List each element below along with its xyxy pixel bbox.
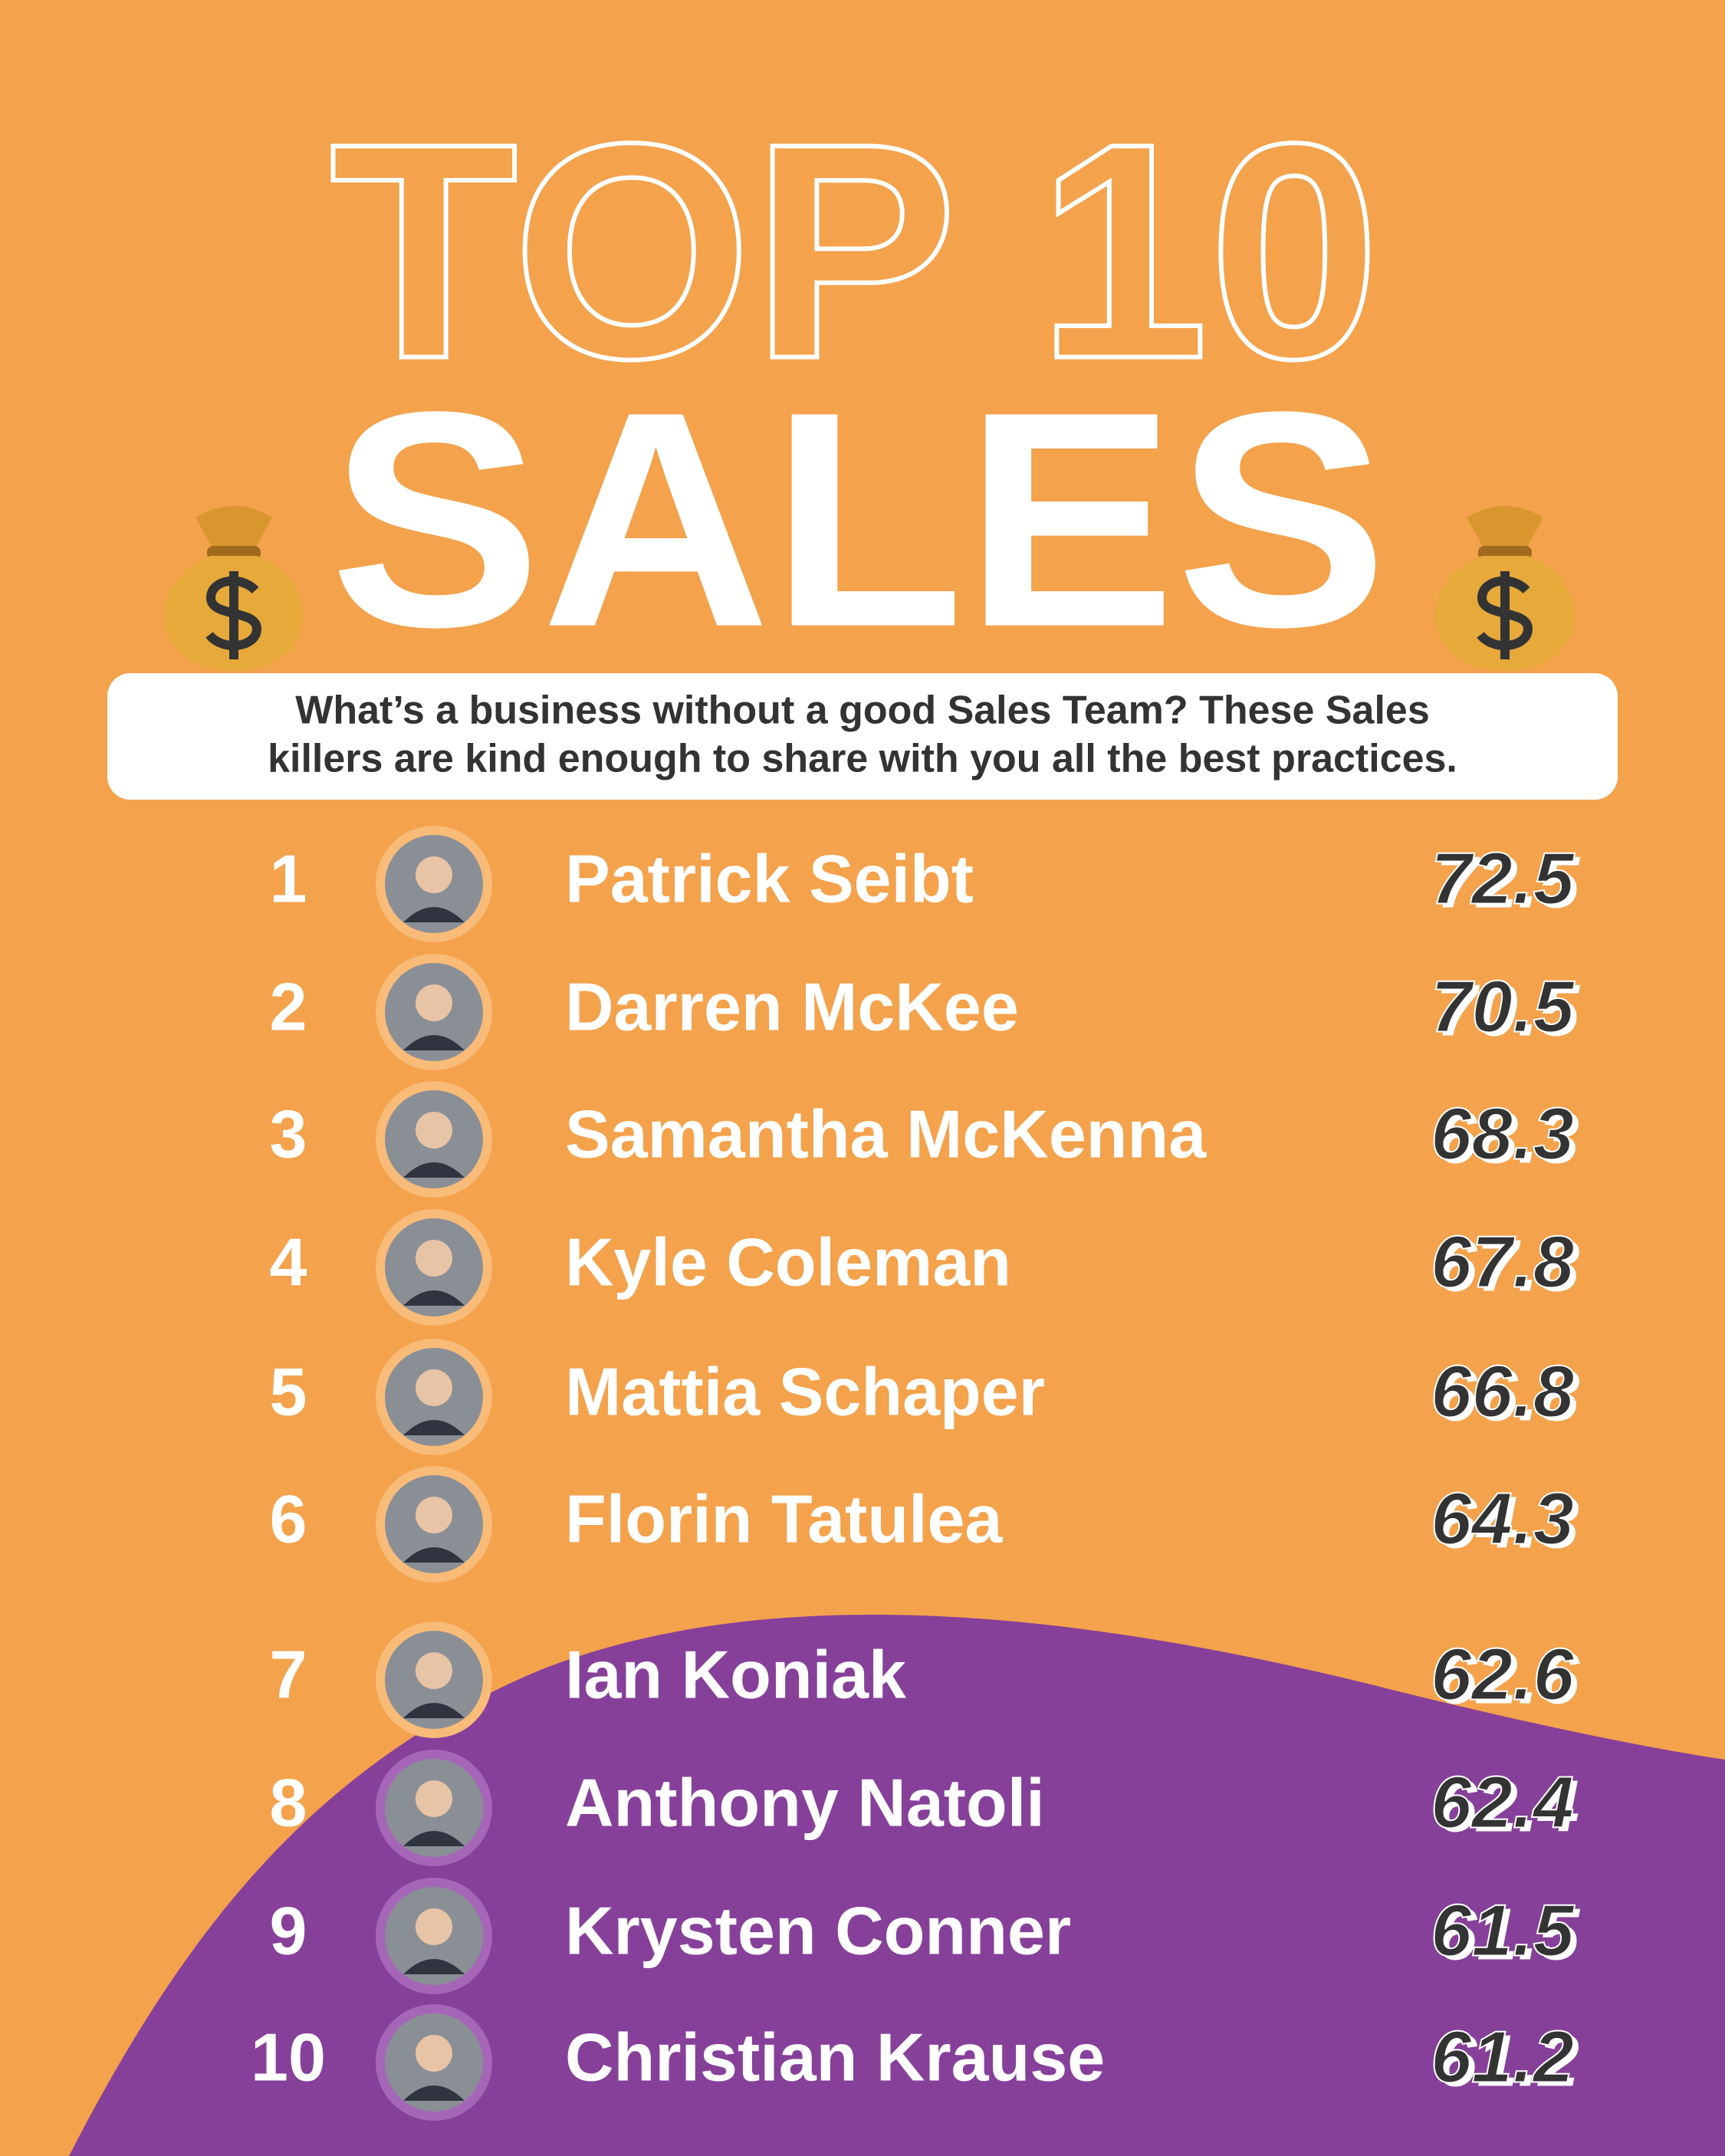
score-shadow: 66.8: [1436, 1354, 1579, 1436]
score: 64.3: [1431, 1477, 1574, 1559]
name: Florin Tatulea: [565, 1481, 1003, 1556]
avatar-body: [403, 1831, 465, 1846]
avatar-head: [416, 984, 452, 1021]
subtitle-line: What’s a business without a good Sales T…: [295, 689, 1430, 733]
avatar-head: [416, 1369, 452, 1406]
score-shadow: 67.8: [1436, 1224, 1579, 1306]
leaderboard-row: 10 Christian Krause 61.261.2: [251, 2004, 1579, 2121]
leaderboard-row: 4 Kyle Coleman 67.867.8: [270, 1209, 1580, 1326]
rank: 4: [270, 1224, 307, 1300]
rank: 10: [251, 2019, 326, 2095]
rank: 9: [270, 1892, 307, 1968]
score: 62.4: [1431, 1761, 1574, 1843]
rank: 5: [270, 1353, 307, 1429]
score-shadow: 68.3: [1436, 1096, 1579, 1178]
avatar-body: [403, 1959, 465, 1974]
subtitle-line: killers are kind enough to share with yo…: [268, 737, 1457, 781]
score: 66.8: [1431, 1350, 1574, 1432]
leaderboard-row: 7 Ian Koniak 62.662.6: [270, 1622, 1580, 1738]
score: 72.5: [1431, 837, 1575, 919]
score: 67.8: [1431, 1221, 1574, 1303]
avatar-body: [403, 1035, 465, 1050]
avatar-head: [416, 856, 452, 893]
avatar-head: [416, 1112, 452, 1149]
rank: 3: [270, 1096, 307, 1172]
avatar-head: [416, 2035, 452, 2072]
avatar-head: [416, 1652, 452, 1689]
rank: 8: [270, 1764, 307, 1840]
score: 61.5: [1431, 1889, 1575, 1971]
avatar-head: [416, 1497, 452, 1533]
avatar-head: [416, 1780, 452, 1817]
score-shadow: 72.5: [1436, 841, 1580, 923]
purple-wave: [69, 1614, 1725, 2156]
avatar-body: [403, 1162, 465, 1178]
avatar-body: [403, 1290, 465, 1306]
score: 68.3: [1431, 1093, 1574, 1175]
money-bag-right: [1435, 506, 1575, 671]
avatar-head: [416, 1240, 452, 1277]
rank: 7: [270, 1636, 307, 1712]
score-shadow: 70.5: [1436, 969, 1580, 1051]
name: Patrick Seibt: [565, 840, 974, 916]
avatar-body: [403, 1420, 465, 1435]
name: Ian Koniak: [565, 1636, 907, 1712]
avatar-body: [403, 907, 465, 922]
leaderboard-row: 5 Mattia Schaper 66.866.8: [270, 1339, 1580, 1455]
leaderboard-row: 3 Samantha McKenna 68.368.3: [270, 1081, 1579, 1198]
rank: 6: [270, 1481, 307, 1556]
subtitle-box: [107, 673, 1618, 800]
score-shadow: 62.6: [1436, 1637, 1579, 1719]
name: Kyle Coleman: [565, 1224, 1011, 1300]
name: Krysten Conner: [565, 1892, 1071, 1968]
leaderboard-row: 2 Darren McKee 70.570.5: [270, 954, 1581, 1070]
name: Samantha McKenna: [565, 1096, 1207, 1172]
avatar-body: [403, 1547, 465, 1563]
title-line2: SALES: [330, 348, 1388, 691]
leaderboard-row: 6 Florin Tatulea 64.364.3: [270, 1466, 1579, 1582]
score: 62.6: [1431, 1633, 1574, 1715]
money-bag-left: [164, 506, 304, 671]
name: Darren McKee: [565, 968, 1019, 1044]
avatar-body: [403, 1703, 465, 1718]
rank: 1: [270, 840, 307, 916]
score-shadow: 64.3: [1436, 1481, 1579, 1563]
score-shadow: 62.4: [1436, 1765, 1579, 1847]
score-shadow: 61.5: [1436, 1893, 1580, 1975]
rank: 2: [270, 968, 307, 1044]
name: Christian Krause: [565, 2019, 1105, 2095]
title-line1: TOP 10: [330, 80, 1380, 422]
leaderboard-row: 9 Krysten Conner 61.561.5: [270, 1878, 1581, 1994]
avatar-body: [403, 2085, 465, 2101]
name: Mattia Schaper: [565, 1353, 1045, 1429]
leaderboard-row: 1 Patrick Seibt 72.572.5: [270, 826, 1581, 942]
score: 61.2: [1431, 2016, 1574, 2098]
score: 70.5: [1431, 965, 1575, 1047]
avatar-head: [416, 1908, 452, 1945]
score-shadow: 61.2: [1436, 2020, 1579, 2102]
leaderboard-row: 8 Anthony Natoli 62.462.4: [270, 1750, 1579, 1866]
name: Anthony Natoli: [565, 1764, 1045, 1840]
